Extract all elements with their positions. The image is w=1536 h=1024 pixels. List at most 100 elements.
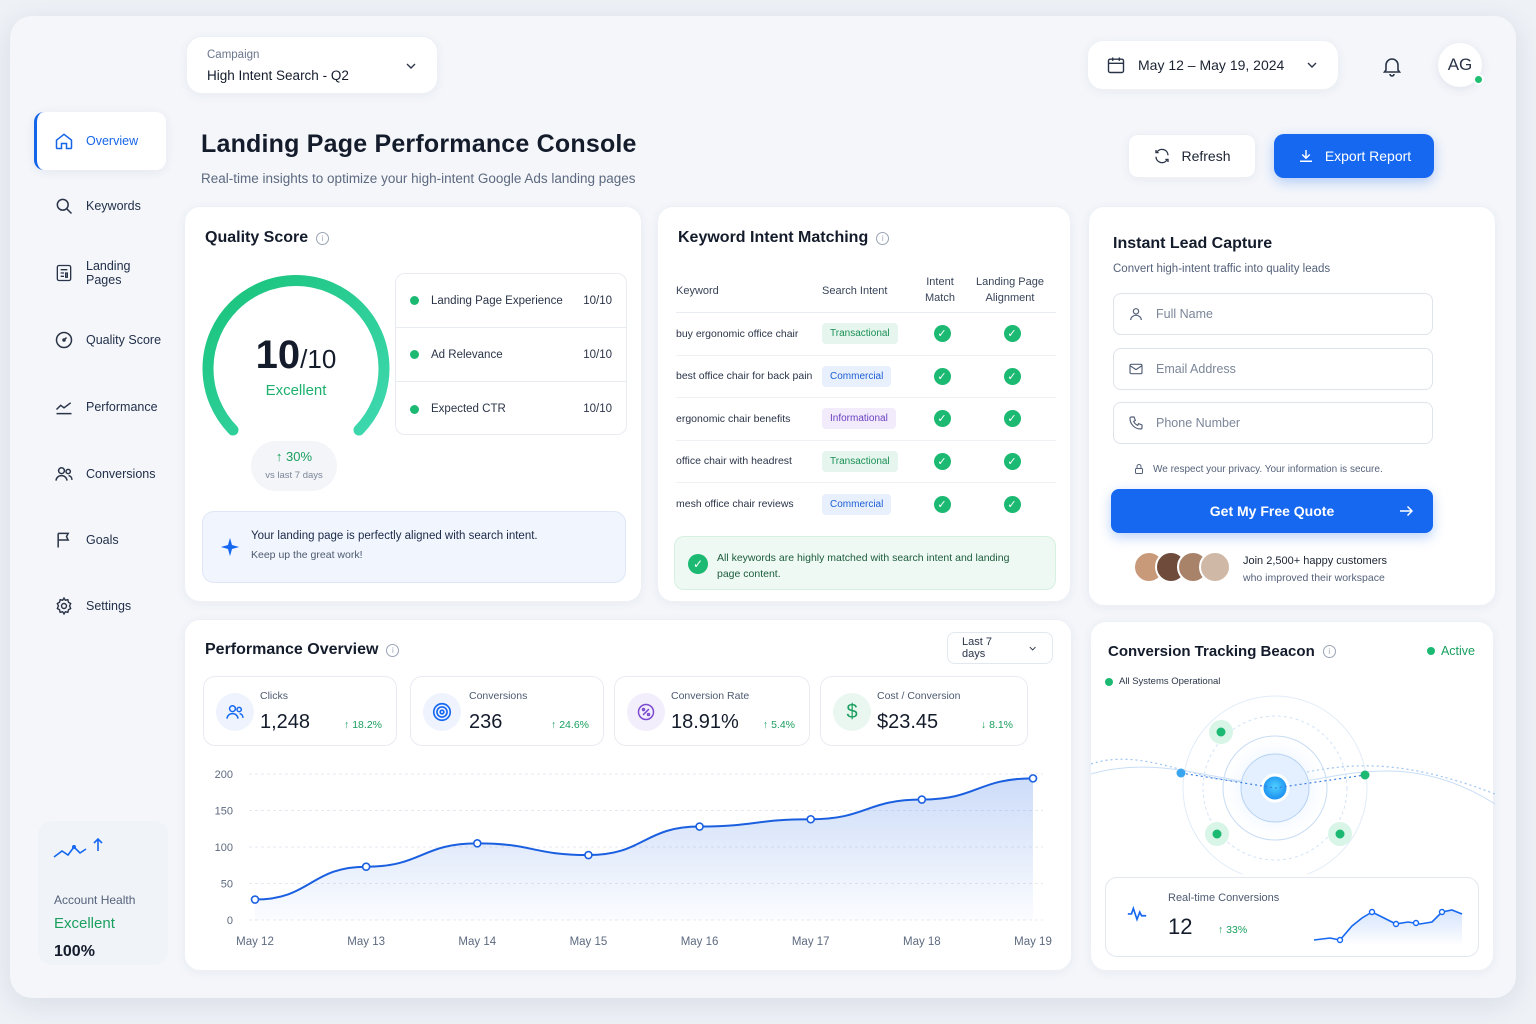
y-tick-label: 150 xyxy=(215,806,233,818)
factor-label: Ad Relevance xyxy=(431,348,503,361)
keyword-intent-card: Keyword Intent Matching i Keyword Search… xyxy=(657,206,1071,602)
chevron-down-icon xyxy=(1029,646,1036,651)
sidebar-item-performance[interactable]: Performance xyxy=(34,378,166,436)
date-range-picker[interactable]: May 12 – May 19, 2024 xyxy=(1087,40,1339,90)
lead-title: Instant Lead Capture xyxy=(1113,235,1273,252)
keyword-table: Keyword Search Intent Intent Match Landi… xyxy=(676,269,1056,526)
beacon-visual xyxy=(1091,695,1495,874)
arrow-up-icon: ↑ xyxy=(551,719,557,731)
sidebar-item-label: Settings xyxy=(86,599,132,613)
table-row[interactable]: best office chair for back pain Commercia… xyxy=(676,356,1056,398)
app-frame: Overview Keywords Landing Pages Quality … xyxy=(10,16,1516,998)
data-point[interactable] xyxy=(806,814,816,824)
arrow-down-icon: ↓ xyxy=(980,719,987,731)
full-name-field[interactable] xyxy=(1113,293,1433,335)
landing-page-icon xyxy=(56,264,72,282)
social-proof-line-1: Join 2,500+ happy customers xyxy=(1243,555,1388,567)
full-name-input[interactable] xyxy=(1156,307,1396,321)
sparkline-point xyxy=(1336,936,1344,944)
quality-factor-row: Landing Page Experience 10/10 xyxy=(396,274,626,328)
users-icon xyxy=(216,693,254,731)
campaign-value: High Intent Search - Q2 xyxy=(207,68,349,83)
sidebar-item-quality-score[interactable]: Quality Score xyxy=(34,311,166,369)
page-header: Landing Page Performance Console Real-ti… xyxy=(201,130,637,186)
table-row[interactable]: buy ergonomic office chair Transactional ✓… xyxy=(676,313,1056,356)
header-align: Landing Page Alignment xyxy=(976,276,1044,304)
sidebar-item-overview[interactable]: Overview xyxy=(34,112,166,170)
email-input[interactable] xyxy=(1156,362,1396,376)
beacon-ring xyxy=(1182,695,1368,874)
users-icon xyxy=(55,467,73,481)
sidebar-item-goals[interactable]: Goals xyxy=(34,511,166,569)
factor-label: Expected CTR xyxy=(431,403,506,415)
sidebar: Overview Keywords Landing Pages Quality … xyxy=(22,26,170,986)
data-point[interactable] xyxy=(1028,774,1038,783)
intent-tag: Transactional xyxy=(822,450,898,472)
status-dot xyxy=(410,404,419,414)
x-tick-label: May 19 xyxy=(1014,936,1052,948)
export-report-button[interactable]: Export Report xyxy=(1274,134,1434,178)
system-status: All Systems Operational xyxy=(1105,676,1220,687)
metric-change: ↑ 24.6% xyxy=(551,719,589,731)
table-row[interactable]: office chair with headrest Transactional ✓… xyxy=(676,441,1056,483)
user-avatar[interactable]: AG xyxy=(1438,43,1484,87)
health-sparkline-icon xyxy=(53,837,103,858)
sidebar-item-label: Conversions xyxy=(86,467,156,481)
performance-heading: Performance Overview i xyxy=(205,641,400,659)
home-icon xyxy=(55,133,73,150)
get-quote-button[interactable]: Get My Free Quote xyxy=(1111,489,1433,533)
intent-tag: Informational xyxy=(822,408,896,430)
table-row[interactable]: mesh office chair reviews Commercial ✓ ✓ xyxy=(676,483,1056,526)
email-field[interactable] xyxy=(1113,348,1433,390)
quality-score-title: Quality Score xyxy=(205,229,309,246)
sidebar-item-keywords[interactable]: Keywords xyxy=(34,177,166,235)
keyword-cell: buy ergonomic office chair xyxy=(676,327,799,340)
lock-icon xyxy=(1135,464,1143,474)
check-icon: ✓ xyxy=(933,325,951,343)
user-icon xyxy=(1130,308,1142,321)
phone-input[interactable] xyxy=(1156,416,1396,430)
info-icon[interactable]: i xyxy=(876,231,890,245)
sidebar-item-landing-pages[interactable]: Landing Pages xyxy=(34,244,166,302)
metric-cost-per-conversion: $ Cost / Conversion $23.45 ↓ 8.1% xyxy=(820,676,1028,746)
quality-score-card: Quality Score i 10/10 Excellent ↑ 30% vs… xyxy=(184,206,642,602)
data-point[interactable] xyxy=(361,862,371,872)
info-icon[interactable]: i xyxy=(1322,645,1336,658)
keyword-cell: best office chair for back pain xyxy=(676,370,813,383)
campaign-selector[interactable]: Campaign High Intent Search - Q2 xyxy=(186,36,438,94)
score-value: 10 xyxy=(255,333,301,377)
info-icon[interactable]: i xyxy=(316,231,330,245)
table-header: Keyword Search Intent Intent Match Landi… xyxy=(676,269,1056,313)
download-icon xyxy=(1299,150,1312,162)
data-point[interactable] xyxy=(917,795,927,804)
bell-icon[interactable] xyxy=(1380,54,1404,78)
header-keyword: Keyword xyxy=(676,284,719,297)
beacon-heading: Conversion Tracking Beacon i xyxy=(1108,643,1336,660)
phone-field[interactable] xyxy=(1113,402,1433,444)
social-proof-line-2: who improved their workspace xyxy=(1243,572,1385,584)
info-icon[interactable]: i xyxy=(386,643,400,657)
page-subtitle: Real-time insights to optimize your high… xyxy=(201,171,636,186)
data-point[interactable] xyxy=(472,839,482,848)
sidebar-item-settings[interactable]: Settings xyxy=(34,577,166,635)
sidebar-item-conversions[interactable]: Conversions xyxy=(34,445,166,503)
chevron-down-icon xyxy=(1307,62,1317,68)
data-point[interactable] xyxy=(250,895,260,904)
export-label: Export Report xyxy=(1324,148,1412,164)
sparkline-point xyxy=(1368,908,1376,916)
y-tick-label: 50 xyxy=(221,879,233,891)
privacy-note: We respect your privacy. Your informatio… xyxy=(1133,463,1383,475)
data-point[interactable] xyxy=(695,822,704,831)
metric-label: Cost / Conversion xyxy=(877,690,961,702)
table-row[interactable]: ergonomic chair benefits Informational ✓ ✓ xyxy=(676,398,1056,441)
keyword-intent-title: Keyword Intent Matching xyxy=(678,229,869,246)
beacon-node xyxy=(1176,768,1186,778)
range-select[interactable]: Last 7 days xyxy=(947,632,1053,664)
gear-icon xyxy=(56,596,72,616)
performance-chart: 0 50 100 150 200 May 12 May 13 May 14 May 15 May … xyxy=(215,769,1052,948)
sparkle-icon xyxy=(220,537,240,557)
metric-change: ↑ 5.4% xyxy=(763,719,795,731)
refresh-button[interactable]: Refresh xyxy=(1128,134,1256,178)
data-point[interactable] xyxy=(584,850,593,860)
sidebar-item-label: Keywords xyxy=(86,199,141,213)
